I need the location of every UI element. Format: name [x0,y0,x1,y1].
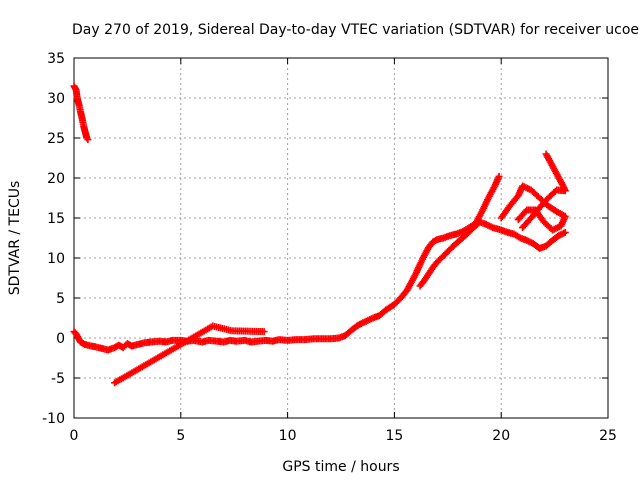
x-tick-label: 0 [70,428,79,444]
series-right-branch [519,150,569,232]
y-tick-label: -5 [51,371,65,387]
y-axis-label: SDTVAR / TECUs [7,181,23,296]
data-point [84,136,92,144]
plot-frame [73,57,609,419]
y-tick-label: 15 [47,211,65,227]
series-main-track [70,172,503,354]
x-tick-label: 20 [492,428,510,444]
y-tick-label: 10 [47,251,65,267]
x-tick-label: 10 [279,428,297,444]
y-tick-label: 5 [56,291,65,307]
axis-ticks: 0 5 10 15 20 25 -10 -5 0 5 10 15 20 25 30 35 [42,51,617,444]
series-early-high [70,82,92,144]
x-tick-label: 25 [599,428,617,444]
data-point [516,214,524,222]
grid-lines [74,58,608,418]
series-secondary-rise [416,218,569,290]
data-point [520,222,528,230]
y-tick-label: 25 [47,131,65,147]
y-tick-label: -10 [42,411,65,427]
y-tick-label: 30 [47,91,65,107]
data-point [519,224,527,232]
x-tick-label: 15 [385,428,403,444]
y-tick-label: 20 [47,171,65,187]
data-points [70,82,569,387]
data-point [260,328,268,336]
data-point [561,228,569,236]
x-tick-label: 5 [176,428,185,444]
y-tick-label: 35 [47,51,65,67]
y-tick-label: 0 [56,331,65,347]
chart-title: Day 270 of 2019, Sidereal Day-to-day VTE… [72,22,639,38]
series-outlier [111,322,268,387]
x-axis-label: GPS time / hours [282,459,399,475]
data-point [495,172,503,180]
data-point [514,216,522,224]
